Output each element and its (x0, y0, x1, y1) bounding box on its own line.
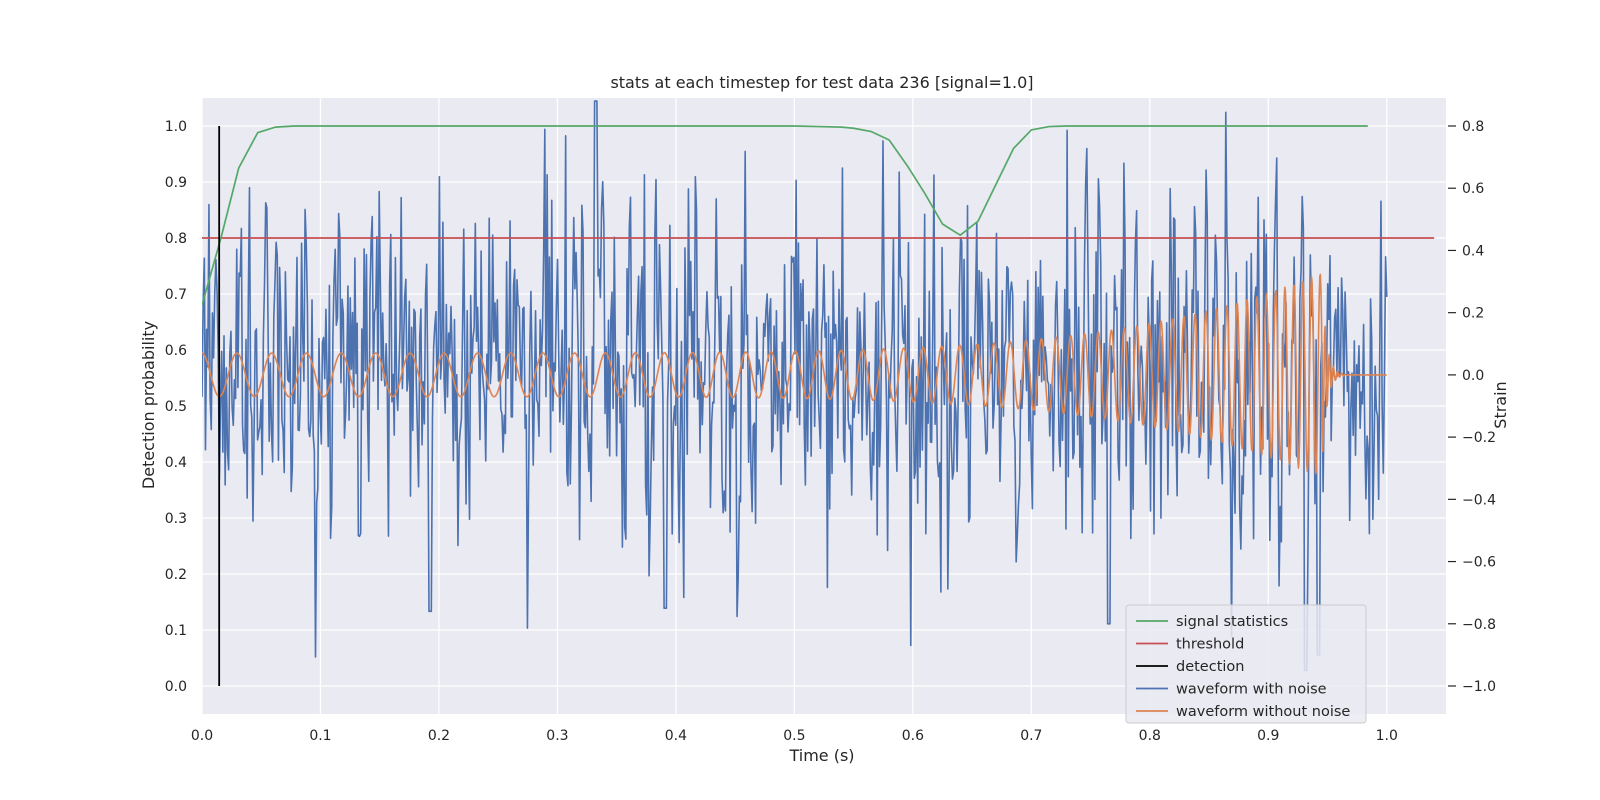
x-tick-label: 0.6 (902, 728, 924, 744)
legend: signal statistics threshold detection wavef… (1125, 604, 1367, 724)
y-right-tick-label: 0.2 (1462, 306, 1484, 322)
x-tick-label: 0.4 (665, 728, 687, 744)
y-left-tick-label: 0.9 (165, 175, 187, 191)
y-axis-left-title: Detection probability (139, 321, 158, 489)
y-left-tick-label: 0.4 (165, 455, 187, 471)
legend-label: detection (1176, 659, 1244, 675)
y-right-tick-label: 0.4 (1462, 243, 1484, 259)
y-right-tick-label: 0.6 (1462, 181, 1484, 197)
legend-label: waveform with noise (1176, 682, 1327, 698)
x-tick-label: 0.8 (1139, 728, 1161, 744)
series-waveform-without-noise (202, 273, 1387, 475)
x-tick-label: 0.9 (1257, 728, 1279, 744)
series-signal-statistics (202, 125, 1368, 306)
series-waveform-with-noise (202, 100, 1388, 672)
ticks: 0.0 0.1 0.2 0.3 0.4 0.5 0.6 0.7 0.8 0.9 1.0 0.0 0.1 0… (165, 119, 1496, 744)
y-axis-right-title: Strain (1491, 381, 1510, 428)
x-tick-label: 0.1 (309, 728, 331, 744)
x-tick-label: 0.3 (546, 728, 568, 744)
y-right-tick-label: 0.0 (1462, 368, 1484, 384)
y-right-tick-label: −0.4 (1462, 492, 1496, 508)
y-left-tick-label: 1.0 (165, 119, 187, 135)
legend-box (1125, 604, 1367, 724)
legend-label: signal statistics (1176, 614, 1288, 630)
series-layer (202, 100, 1435, 686)
legend-label: waveform without noise (1176, 704, 1350, 720)
x-tick-label: 0.7 (1020, 728, 1042, 744)
x-tick-label: 1.0 (1376, 728, 1398, 744)
y-right-tick-label: −0.6 (1462, 555, 1496, 571)
chart-title: stats at each timestep for test data 236… (610, 73, 1033, 92)
x-tick-label: 0.0 (191, 728, 213, 744)
x-tick-label: 0.5 (783, 728, 805, 744)
y-right-tick-label: −0.2 (1462, 430, 1496, 446)
x-tick-label: 0.2 (428, 728, 450, 744)
y-left-tick-label: 0.6 (165, 343, 187, 359)
y-right-tick-label: −0.8 (1462, 617, 1496, 633)
y-left-tick-label: 0.0 (165, 679, 187, 695)
y-left-tick-label: 0.7 (165, 287, 187, 303)
y-left-tick-label: 0.5 (165, 399, 187, 415)
y-right-tick-label: 0.8 (1462, 119, 1484, 135)
y-right-tick-label: −1.0 (1462, 679, 1496, 695)
y-left-tick-label: 0.2 (165, 567, 187, 583)
y-left-tick-label: 0.3 (165, 511, 187, 527)
y-left-tick-label: 0.1 (165, 623, 187, 639)
x-axis-title: Time (s) (788, 746, 854, 765)
y-left-tick-label: 0.8 (165, 231, 187, 247)
legend-label: threshold (1176, 637, 1244, 653)
